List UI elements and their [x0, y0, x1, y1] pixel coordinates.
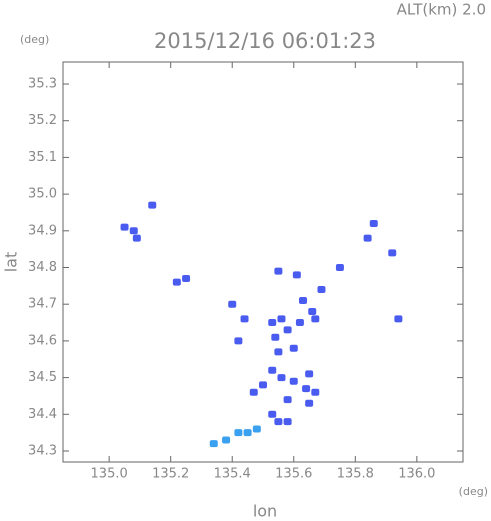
x-tick-label: 135.8	[337, 467, 374, 482]
echo-cell	[148, 201, 157, 209]
y-unit: (deg)	[20, 33, 49, 46]
echo-cell	[132, 234, 141, 242]
y-tick-label: 34.7	[28, 297, 57, 312]
x-unit: (deg)	[459, 485, 488, 498]
x-tick-label: 135.0	[91, 467, 128, 482]
chart-title: 2015/12/16 06:01:23	[154, 29, 376, 53]
echo-cell	[228, 300, 237, 308]
y-tick-label: 34.3	[28, 443, 57, 458]
x-tick-label: 135.6	[275, 467, 312, 482]
echo-cell	[120, 223, 129, 231]
echo-cell	[311, 315, 320, 323]
echo-cell	[295, 319, 304, 327]
echo-cell	[308, 308, 317, 316]
echo-cell	[234, 429, 243, 437]
echo-cell	[209, 440, 218, 448]
echo-cell	[289, 344, 298, 352]
y-tick-label: 35.3	[28, 77, 57, 92]
echo-cell	[305, 370, 314, 378]
echo-cell	[268, 366, 277, 374]
echo-cell	[274, 348, 283, 356]
echo-cell	[271, 333, 280, 341]
echo-cell	[363, 234, 372, 242]
y-tick-label: 34.8	[28, 260, 57, 275]
echo-cell	[289, 377, 298, 385]
echo-cell	[311, 388, 320, 396]
y-tick-label: 35.1	[28, 150, 57, 165]
echo-cell	[277, 315, 286, 323]
x-tick-label: 135.4	[214, 467, 251, 482]
y-tick-label: 34.5	[28, 370, 57, 385]
echo-cell	[388, 249, 397, 257]
echo-cell	[249, 388, 258, 396]
echo-cell	[305, 399, 314, 407]
x-tick-label: 135.2	[152, 467, 189, 482]
echo-cell	[283, 418, 292, 426]
echo-cell	[129, 227, 138, 235]
echo-cell	[302, 385, 311, 393]
echo-cell	[274, 267, 283, 275]
echo-cell	[317, 286, 326, 294]
echo-cell	[292, 271, 301, 279]
y-tick-label: 35.0	[28, 187, 57, 202]
y-tick-label: 35.2	[28, 113, 57, 128]
echo-cell	[299, 297, 307, 305]
echo-cell	[274, 418, 283, 426]
echo-cell	[268, 319, 277, 327]
echo-cell	[394, 315, 403, 323]
echo-cell	[222, 436, 231, 444]
y-axis-label: lat	[2, 252, 21, 273]
echo-cell	[182, 275, 191, 283]
echo-cell	[283, 396, 292, 404]
y-tick-label: 34.6	[28, 333, 57, 348]
echo-cell	[259, 381, 267, 389]
echo-cell	[243, 429, 252, 437]
plot-frame	[62, 61, 464, 463]
echo-cell	[172, 278, 181, 286]
y-tick-label: 34.4	[28, 407, 57, 422]
echo-cell	[335, 264, 344, 272]
y-tick-label: 34.9	[28, 223, 57, 238]
altitude-label: ALT(km) 2.0	[397, 1, 486, 19]
echo-cell	[369, 219, 378, 227]
echo-cell	[252, 425, 261, 433]
echo-cell	[240, 315, 249, 323]
x-axis-label: lon	[253, 502, 277, 521]
echo-cell	[234, 337, 243, 345]
echo-cell	[268, 410, 277, 418]
echo-cell	[277, 374, 286, 382]
x-tick-label: 136.0	[398, 467, 435, 482]
echo-cell	[283, 326, 292, 334]
